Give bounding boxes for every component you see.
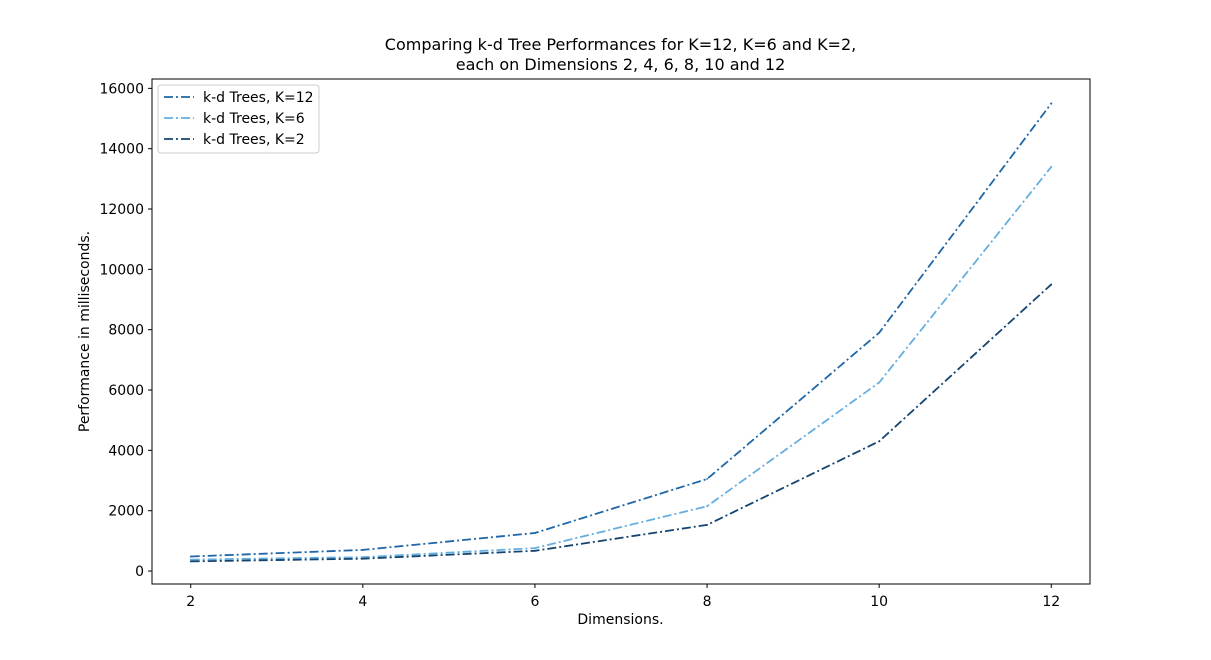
data-point: [361, 549, 364, 551]
y-tick-label: 6000: [108, 383, 144, 399]
y-tick-label: 10000: [99, 262, 144, 278]
data-point: [878, 331, 881, 334]
data-point: [1050, 102, 1053, 105]
y-tick-label: 0: [135, 564, 144, 580]
x-tick-label: 2: [186, 594, 195, 610]
series-line-3: [190, 283, 1052, 563]
data-point: [706, 478, 708, 480]
y-tick-label: 4000: [108, 443, 144, 459]
x-tick-label: 10: [870, 594, 888, 610]
data-point: [706, 523, 708, 526]
data-point: [189, 555, 192, 558]
y-tick-label: 14000: [99, 142, 144, 158]
series-line-1: [190, 102, 1053, 558]
legend-label: k-d Trees, K=12: [203, 90, 314, 106]
y-axis-label: Performance in milliseconds.: [77, 231, 93, 432]
data-point: [878, 440, 881, 443]
y-tick-label: 2000: [108, 504, 144, 520]
data-point: [534, 547, 536, 550]
data-point: [189, 560, 192, 563]
data-point: [1050, 283, 1053, 286]
chart-title: Comparing k-d Tree Performances for K=12…: [385, 35, 856, 74]
chart-title-line-1: Comparing k-d Tree Performances for K=12…: [385, 35, 856, 54]
y-axis: 0 2000 4000 6000 8000 10000 12000 14000 16000: [99, 81, 152, 580]
y-tick-label: 16000: [99, 81, 144, 97]
x-axis-label: Dimensions.: [577, 612, 663, 628]
data-point: [878, 381, 881, 384]
data-point: [361, 556, 364, 559]
plot-area: [151, 78, 1091, 585]
data-point: [534, 532, 536, 534]
legend-label: k-d Trees, K=2: [203, 132, 305, 148]
y-tick-label: 12000: [99, 202, 144, 218]
x-tick-label: 6: [530, 594, 539, 610]
series-lines: [189, 102, 1053, 563]
data-point: [534, 549, 536, 552]
legend-box: [157, 84, 320, 154]
y-tick-label: 8000: [108, 323, 144, 339]
series-line-2: [190, 166, 1053, 561]
x-axis: 2 4 6 8 10 12: [186, 584, 1060, 610]
x-tick-label: 8: [703, 594, 712, 610]
x-tick-label: 12: [1042, 594, 1060, 610]
data-point: [189, 558, 192, 561]
legend-label: k-d Trees, K=6: [203, 111, 305, 127]
data-point: [1050, 165, 1053, 168]
legend: k-d Trees, K=12 k-d Trees, K=6 k-d Trees, …: [157, 84, 320, 154]
data-point: [706, 505, 708, 508]
x-tick-label: 4: [358, 594, 367, 610]
chart-title-line-2: each on Dimensions 2, 4, 6, 8, 10 and 12: [456, 55, 786, 74]
data-point: [361, 557, 364, 560]
